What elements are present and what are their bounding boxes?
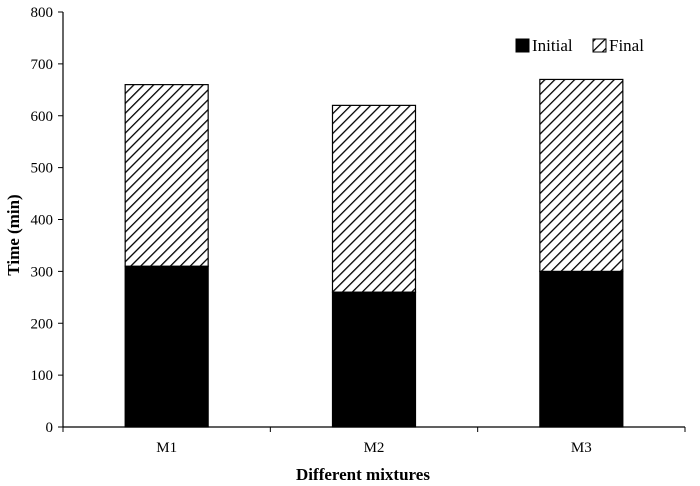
y-tick-label: 400 xyxy=(31,213,54,229)
bar-m1-final xyxy=(124,84,209,267)
bar-m2-final xyxy=(331,104,417,293)
legend-swatch-initial xyxy=(515,38,530,53)
x-tick-label: M3 xyxy=(571,440,592,456)
legend: Initial Final xyxy=(515,36,644,55)
x-tick-label: M2 xyxy=(364,440,385,456)
x-axis-title: Different mixtures xyxy=(296,465,430,484)
x-axis-ticks: M1 M2 M3 xyxy=(62,427,686,456)
y-tick-label: 700 xyxy=(31,57,54,73)
legend-label-final: Final xyxy=(609,36,644,55)
bar-m2-initial xyxy=(331,291,417,428)
legend-label-initial: Initial xyxy=(532,36,573,55)
x-tick-label: M1 xyxy=(156,440,177,456)
y-tick-label: 200 xyxy=(31,316,54,332)
y-tick-label: 500 xyxy=(31,161,54,177)
bars xyxy=(124,78,624,428)
y-tick-label: 300 xyxy=(31,264,54,280)
legend-swatch-final xyxy=(592,38,607,53)
bar-m3-final xyxy=(539,78,624,272)
y-axis-ticks: 0 100 200 300 400 500 600 700 800 xyxy=(31,5,63,436)
y-tick-label: 600 xyxy=(31,109,54,125)
bar-m1-initial xyxy=(124,265,209,428)
y-tick-label: 100 xyxy=(31,368,54,384)
bar-m3-initial xyxy=(539,270,624,428)
y-tick-label: 800 xyxy=(31,5,54,21)
y-axis-title: Time (min) xyxy=(4,194,23,275)
y-tick-label: 0 xyxy=(46,420,54,436)
